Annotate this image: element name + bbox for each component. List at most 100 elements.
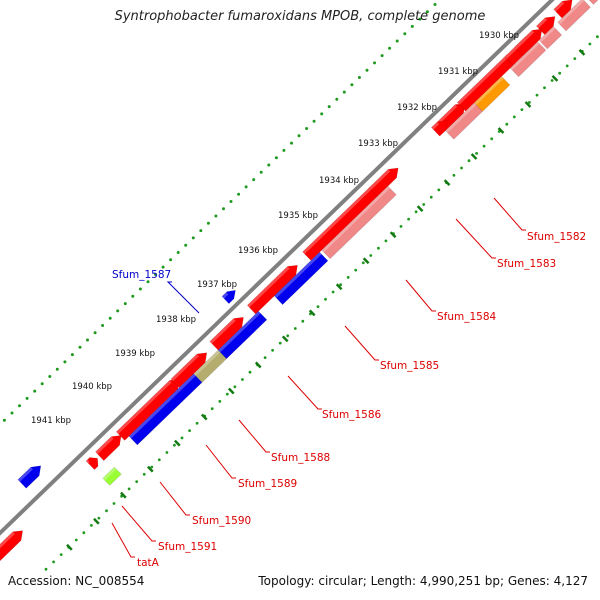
- inner-dot: [354, 268, 358, 272]
- inner-tick: [147, 465, 154, 473]
- light-cds-box-highlight: [510, 41, 540, 71]
- inner-dot: [90, 524, 93, 527]
- inner-dot: [316, 305, 320, 308]
- forward-cds-arrow-highlight: [171, 354, 199, 382]
- inner-tick: [470, 153, 478, 160]
- inner-dot: [195, 421, 199, 425]
- inner-dot: [339, 283, 342, 287]
- accession-text: Accession: NC_008554: [8, 574, 145, 588]
- inner-tick: [524, 101, 532, 108]
- forward-cds-arrow: [95, 435, 122, 462]
- inner-dot: [535, 93, 539, 97]
- scale-dot: [2, 418, 6, 422]
- inner-tick: [551, 75, 559, 82]
- scale-dot: [70, 353, 74, 357]
- map-title: Syntrophobacter fumaroxidans MPOB, compl…: [114, 9, 486, 24]
- scale-dot: [25, 396, 29, 400]
- inner-tick: [227, 387, 235, 395]
- scale-dot: [267, 163, 271, 167]
- forward-cds-arrow-highlight: [247, 266, 290, 308]
- scale-dot: [305, 127, 309, 130]
- label-leader-line: [121, 505, 156, 542]
- scale-dot: [373, 61, 376, 65]
- inner-dot: [558, 71, 562, 75]
- forward-cds-arrow-highlight: [302, 186, 373, 254]
- inner-dot: [97, 516, 101, 520]
- scale-dot: [350, 83, 354, 87]
- forward-cds-arrow-highlight: [86, 459, 90, 464]
- light-cds-box: [538, 25, 563, 50]
- scale-label: 1939 kbp: [115, 349, 155, 359]
- inner-tick: [254, 361, 262, 369]
- scale-label: 1937 kbp: [197, 280, 237, 290]
- inner-dot: [263, 356, 267, 359]
- inner-dot: [422, 203, 426, 206]
- forward-cds-arrow-highlight: [536, 17, 548, 29]
- scale-label: 1941 kbp: [31, 416, 71, 426]
- scale-dot: [78, 345, 82, 349]
- gene-features: [0, 0, 599, 562]
- reverse-cds-box-highlight: [129, 373, 196, 439]
- inner-dot: [218, 400, 222, 403]
- forward-cds-arrow: [553, 0, 573, 19]
- scale-label: 1932 kbp: [397, 103, 437, 113]
- scale-dot: [425, 10, 429, 14]
- scale-label: 1933 kbp: [358, 139, 398, 149]
- inner-dot: [596, 35, 599, 39]
- inner-dot: [59, 553, 63, 556]
- inner-dot: [127, 487, 131, 491]
- reverse-cds-box-highlight: [17, 467, 33, 482]
- inner-dot: [369, 254, 373, 257]
- scale-dot: [335, 97, 339, 101]
- scale-dot: [282, 148, 286, 152]
- label-leader-line: [344, 325, 379, 361]
- inner-tick: [335, 283, 343, 291]
- inner-dot: [278, 341, 282, 345]
- light-cds-box-highlight: [539, 26, 556, 43]
- inner-dot: [475, 152, 478, 155]
- inner-tick: [200, 413, 208, 421]
- forward-cds-arrow-highlight: [457, 54, 509, 105]
- forward-cds-arrow-highlight: [553, 1, 565, 12]
- gene-label: tatA: [137, 557, 160, 569]
- light-cds-box: [557, 0, 591, 32]
- scale-dot: [290, 141, 293, 145]
- scale-dot: [199, 229, 203, 233]
- scale-label: 1930 kbp: [479, 31, 519, 41]
- inner-dot: [210, 407, 214, 411]
- reverse-cds-box-highlight: [218, 311, 261, 353]
- inner-dot: [361, 261, 365, 265]
- inner-tick: [173, 439, 181, 447]
- forward-cds-arrow: [302, 184, 381, 261]
- inner-dot: [52, 560, 55, 564]
- forward-cds-arrow-highlight: [95, 436, 114, 455]
- forward-cds-arrow: [209, 316, 244, 351]
- inner-dot: [241, 378, 244, 381]
- inner-dot: [384, 239, 388, 243]
- scale-dot: [252, 178, 256, 182]
- scale-dot: [93, 331, 97, 335]
- inner-dot: [565, 64, 569, 68]
- scale-dot: [312, 119, 316, 123]
- scale-dot: [320, 112, 324, 116]
- gene-label: Sfum_1582: [527, 231, 586, 243]
- inner-dot: [505, 122, 509, 126]
- inner-dot: [452, 173, 456, 177]
- orange-cds-box-highlight: [474, 76, 504, 105]
- scale-dot: [365, 68, 369, 72]
- inner-dot: [286, 334, 290, 338]
- gene-label: Sfum_1583: [497, 258, 556, 270]
- scale-dot: [116, 309, 120, 313]
- forward-cds-arrow-highlight: [431, 122, 440, 130]
- inner-dot: [512, 115, 516, 119]
- scale-dot: [229, 200, 233, 203]
- scale-dot: [357, 76, 361, 79]
- scale-dot: [55, 367, 59, 371]
- label-leader-line: [493, 197, 526, 231]
- light-cds-box-highlight: [445, 102, 477, 133]
- scale-dot: [123, 302, 127, 306]
- light-cds-box: [588, 0, 599, 5]
- inner-dot: [165, 451, 169, 454]
- inner-dot: [74, 538, 78, 542]
- inner-dot: [346, 276, 350, 279]
